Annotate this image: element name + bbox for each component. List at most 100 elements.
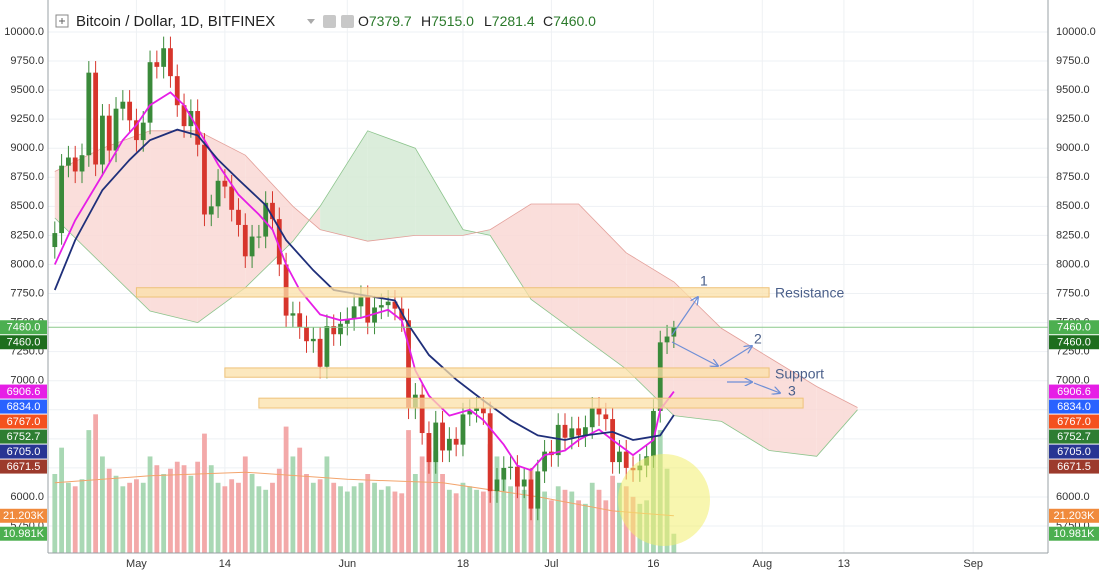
volume-bar [576, 500, 582, 553]
candle-body [487, 413, 493, 492]
price-badge [0, 508, 47, 523]
candle-body [535, 471, 541, 509]
moving-average [53, 91, 675, 472]
candle-body [589, 408, 595, 428]
cloud-segment [415, 148, 463, 236]
y-tick-label: 9000.0 [10, 142, 44, 154]
y-tick-label: 9250.0 [10, 113, 44, 125]
price-badge [1049, 444, 1099, 459]
candle-body [562, 424, 568, 438]
candle-body [120, 101, 126, 109]
volume-bar [93, 414, 99, 553]
candle-body [344, 319, 350, 324]
y-tick-label: 10000.0 [4, 26, 44, 38]
candle-body [440, 422, 445, 451]
candle-body [596, 408, 602, 415]
volume-bar [596, 489, 602, 553]
ohlc-value: 7460.0 [553, 13, 596, 29]
volume-bar [154, 465, 160, 553]
price-badge [0, 335, 47, 350]
ohlc-key: C [543, 13, 553, 29]
candle-body [317, 338, 323, 367]
price-badge-label: 6752.7 [7, 431, 41, 443]
price-badge-label: 6767.0 [7, 416, 41, 428]
volume-bar [86, 430, 92, 553]
price-badge [1049, 459, 1099, 474]
candle-body [508, 466, 513, 468]
y-tick-label: 10000.0 [1056, 26, 1096, 38]
volume-bar [161, 474, 167, 553]
candle-body [59, 165, 65, 234]
candle-body [147, 62, 153, 123]
price-badge-label: 10.981K [1054, 528, 1096, 540]
cloud-segment [150, 130, 198, 323]
candle-body [113, 108, 119, 151]
annotation: 2 [754, 331, 762, 347]
candle-body [276, 219, 282, 265]
candle-body [433, 422, 439, 463]
price-badge [1049, 335, 1099, 350]
volume-bar [358, 482, 364, 553]
candle-body [372, 307, 377, 323]
candle-body [617, 451, 622, 463]
candle-body [392, 301, 398, 309]
ohlc-close: C7460.0 [543, 13, 596, 29]
candle-body [331, 326, 337, 335]
price-badge [0, 399, 47, 414]
y-tick-label: 8000.0 [1056, 258, 1090, 270]
candle-body [358, 297, 364, 307]
volume-bar [542, 491, 547, 553]
candle-body [446, 438, 452, 451]
volume-bar [120, 486, 126, 553]
ohlc-key: L [484, 13, 492, 29]
candle-body [460, 414, 466, 445]
y-tick-label: 9250.0 [1056, 113, 1090, 125]
candle-body [249, 236, 255, 257]
volume-bar [406, 430, 411, 553]
candle-body [263, 202, 269, 237]
volume-bar [392, 491, 398, 553]
y-tick-label: 9500.0 [1056, 84, 1090, 96]
candle-body [365, 297, 371, 323]
volume-bar [236, 482, 241, 553]
candle-body [290, 313, 296, 316]
volume-bar [290, 456, 296, 553]
volume-bar [446, 489, 452, 553]
volume-bar [195, 461, 201, 553]
symbol-title: Bitcoin / Dollar, 1D, BITFINEX [76, 13, 275, 30]
drawings: Resistance Support 1 2 3 [618, 273, 844, 546]
volume-bar [460, 482, 466, 553]
candle-body [406, 320, 411, 408]
candle-body [297, 313, 303, 328]
highlight-circle [618, 454, 710, 546]
volume-bar [174, 461, 180, 553]
x-tick-label: 16 [647, 558, 659, 570]
price-badge [0, 459, 47, 474]
price-badge [1049, 414, 1099, 429]
candle-body [66, 157, 71, 166]
price-badge-label: 6671.5 [1057, 461, 1091, 473]
price-badge-label: 6705.0 [1057, 446, 1091, 458]
cloud-segment [367, 130, 416, 242]
candle-body [664, 336, 670, 343]
volume-bar [549, 500, 554, 553]
volume-bar [555, 486, 561, 553]
volume-bar [215, 482, 221, 553]
volume-bar [242, 456, 248, 553]
y-tick-label: 7000.0 [1056, 375, 1090, 387]
ohlc-key: O [358, 13, 369, 29]
volume-bar [134, 479, 139, 553]
candle-body [134, 120, 139, 141]
volume-bar [480, 491, 486, 553]
price-badge [0, 384, 47, 399]
candle-body [304, 327, 309, 342]
cloud-segment [54, 148, 103, 265]
volume-bar [617, 482, 622, 553]
volume-bar [603, 500, 609, 553]
volume-bar [52, 474, 58, 553]
volume-bar [338, 486, 343, 553]
candle-body [188, 111, 194, 127]
ohlc-value: 7515.0 [431, 13, 474, 29]
volume-bar [562, 489, 568, 553]
cloud-segment [816, 386, 858, 457]
